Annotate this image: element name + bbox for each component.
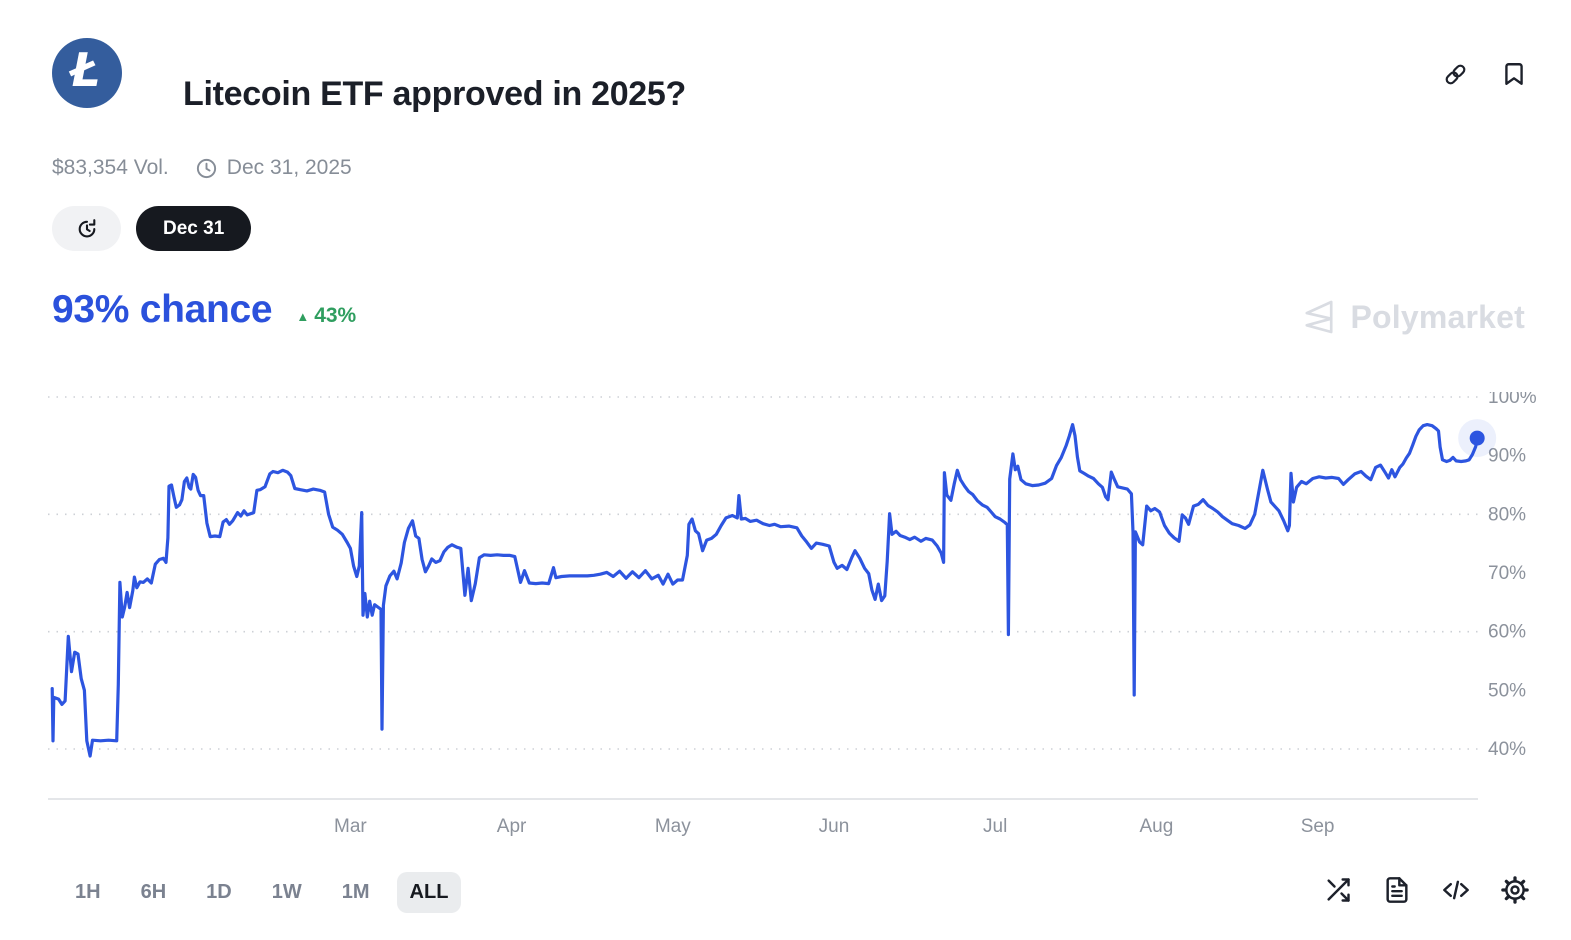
watermark-text: Polymarket (1350, 298, 1525, 335)
outcome-pill-dec31[interactable]: Dec 31 (136, 206, 252, 251)
range-button-1m[interactable]: 1M (329, 872, 383, 913)
time-range-controls: 1H 6H 1D 1W 1M ALL (62, 872, 462, 913)
y-tick-label-80: 80% (1488, 504, 1526, 525)
clock-rotate-icon (78, 218, 95, 237)
clock-icon (195, 157, 218, 180)
price-line (50, 422, 1479, 758)
chart-tools (1324, 876, 1529, 904)
market-logo: Ł (52, 38, 122, 108)
market-meta: $83,354 Vol. Dec 31, 2025 (52, 156, 352, 180)
embed-code-icon[interactable] (1442, 876, 1470, 904)
current-value-dot (1469, 430, 1485, 446)
x-tick-label-jun: Jun (819, 816, 850, 837)
x-tick-label-may: May (655, 816, 691, 837)
y-tick-label-40: 40% (1488, 739, 1526, 760)
x-tick-label-mar: Mar (334, 816, 367, 837)
range-button-1d[interactable]: 1D (193, 872, 245, 913)
y-tick-label-100: 100% (1488, 392, 1537, 408)
shuffle-icon[interactable] (1324, 876, 1352, 904)
polymarket-watermark: Polymarket (1299, 297, 1525, 337)
polymarket-logo-icon (1305, 300, 1334, 334)
range-button-6h[interactable]: 6H (128, 872, 180, 913)
recurrence-pill-button[interactable] (52, 206, 121, 251)
range-button-all[interactable]: ALL (396, 872, 462, 913)
y-tick-label-90: 90% (1488, 446, 1526, 467)
delta-value: 43% (314, 304, 357, 327)
price-chart[interactable]: 100% 90% 80% 70% 60% 50% 40% Mar Apr May Jun Jul Aug… (48, 392, 1548, 852)
copy-link-icon[interactable] (1442, 61, 1469, 88)
x-tick-label-apr: Apr (497, 816, 527, 837)
x-tick-label-jul: Jul (983, 816, 1007, 837)
bookmark-icon[interactable] (1501, 60, 1527, 88)
x-tick-label-aug: Aug (1139, 816, 1173, 837)
litecoin-logo-icon: Ł (69, 43, 101, 97)
chance-value: 93% chance (52, 288, 273, 331)
volume-text: $83,354 Vol. (52, 156, 169, 179)
page-title: Litecoin ETF approved in 2025? (183, 74, 686, 113)
y-tick-label-60: 60% (1488, 622, 1526, 643)
header-actions (1442, 60, 1527, 88)
document-icon[interactable] (1383, 876, 1411, 904)
x-tick-label-sep: Sep (1301, 816, 1335, 837)
end-date-text: Dec 31, 2025 (226, 156, 352, 179)
chance-row: 93% chance ▲ 43% (52, 288, 356, 332)
settings-gear-icon[interactable] (1501, 876, 1529, 904)
y-tick-label-70: 70% (1488, 563, 1526, 584)
range-button-1w[interactable]: 1W (259, 872, 315, 913)
y-tick-label-50: 50% (1488, 680, 1526, 701)
triangle-up-icon: ▲ (296, 309, 310, 324)
outcome-filters: Dec 31 (52, 206, 252, 251)
delta-badge: ▲ 43% (296, 304, 356, 328)
range-button-1h[interactable]: 1H (62, 872, 114, 913)
